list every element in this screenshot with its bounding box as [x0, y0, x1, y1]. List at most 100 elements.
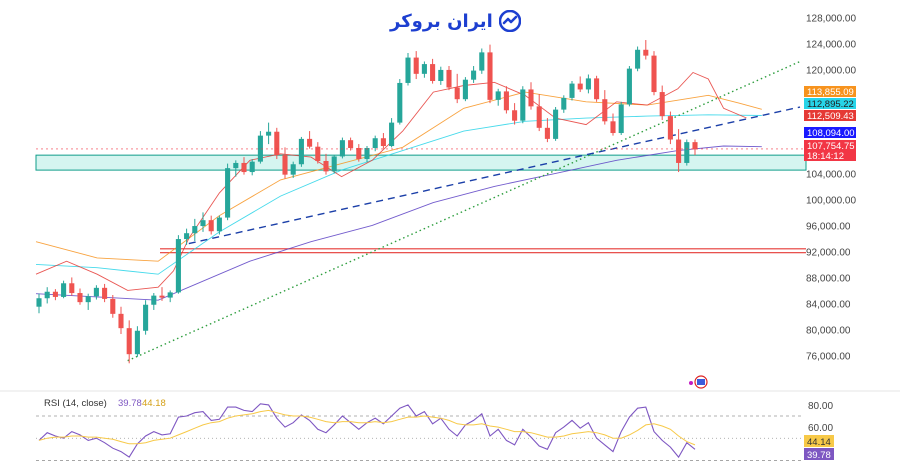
candle-body: [331, 156, 337, 172]
candle-body: [372, 138, 378, 148]
candle-body: [659, 92, 665, 117]
price-label-text: 108,094.00: [807, 128, 855, 139]
candle-body: [159, 295, 165, 298]
candle-body: [553, 109, 559, 139]
candle-body: [462, 79, 468, 100]
price-axis-tick: 76,000.00: [806, 351, 851, 362]
candle-body: [266, 131, 272, 136]
candle-body: [594, 78, 600, 100]
candle-body: [249, 161, 255, 173]
candle-body: [438, 69, 444, 81]
price-axis-tick: 84,000.00: [806, 299, 851, 310]
candle-body: [175, 239, 181, 293]
candle-body: [487, 52, 493, 100]
candle-body: [126, 328, 132, 355]
candle-body: [577, 83, 583, 90]
candle-body: [561, 97, 567, 110]
price-axis-tick: 128,000.00: [806, 13, 856, 24]
candle-body: [208, 220, 214, 232]
price-label-text: 18:14:12: [807, 151, 844, 162]
moving-average-line: [35, 114, 762, 275]
moving-average-line: [35, 71, 747, 291]
candle-body: [454, 87, 460, 100]
candle-body: [610, 121, 616, 134]
candle-body: [528, 89, 534, 107]
candle-body: [430, 64, 436, 81]
candle-body: [602, 99, 608, 122]
candle-body: [651, 55, 657, 93]
price-axis-tick: 80,000.00: [806, 325, 851, 336]
rsi-last-value-box: [804, 435, 834, 447]
rsi-ma-value: 44.18: [142, 398, 166, 409]
candle-body: [257, 135, 263, 162]
rsi-last-value-text: 39.78: [807, 450, 831, 461]
candle-body: [626, 68, 632, 105]
candle-body: [397, 82, 403, 123]
candle-body: [544, 127, 550, 139]
candle-body: [364, 147, 370, 160]
candle-body: [307, 138, 313, 147]
candle-body: [282, 155, 288, 175]
candle-body: [380, 138, 386, 147]
candle-body: [323, 160, 329, 172]
candle-body: [512, 110, 518, 121]
trend-arrow-icon: [498, 10, 521, 32]
candle-body: [635, 49, 641, 69]
candle-body: [118, 313, 124, 329]
brand-name: ایران بروکر: [390, 10, 493, 32]
candle-body: [479, 52, 485, 71]
rsi-last-value-box: [804, 448, 834, 460]
brand-logo: ایران بروکر: [390, 10, 521, 32]
price-axis-tick: 124,000.00: [806, 39, 856, 50]
price-label-text: 113,855.09: [807, 87, 854, 98]
candle-body: [36, 298, 42, 307]
moving-average-line: [35, 91, 762, 262]
candle-body: [405, 57, 411, 83]
price-label-text: 107,754.75: [807, 141, 855, 152]
price-label-box: [804, 98, 856, 109]
candle-body: [216, 217, 222, 232]
rsi-title: RSI (14, close): [44, 398, 107, 409]
price-label-text: 112,895.22: [807, 99, 854, 110]
price-axis-tick: 92,000.00: [806, 247, 851, 258]
trendline-dashed: [188, 106, 801, 245]
rsi-series-line: [38, 403, 696, 459]
candle-body: [241, 162, 247, 173]
candle-body: [274, 131, 280, 156]
candle-body: [413, 57, 419, 74]
flag-field: [697, 379, 705, 385]
candle-body: [77, 293, 83, 303]
candle-body: [348, 140, 354, 148]
candle-body: [134, 330, 140, 355]
rsi-value: 39.78: [118, 398, 142, 409]
candle-body: [421, 64, 427, 74]
rsi-last-value-text: 44.14: [807, 437, 831, 448]
candle-body: [102, 287, 108, 299]
support-zone: [35, 154, 807, 171]
candle-body: [225, 168, 231, 218]
candle-body: [143, 304, 149, 331]
candle-body: [69, 283, 75, 294]
candle-body: [536, 106, 542, 128]
candle-body: [52, 291, 58, 297]
candle-body: [643, 49, 649, 56]
candle-body: [298, 138, 304, 165]
candle-body: [167, 292, 173, 298]
candle-body: [184, 233, 190, 240]
rsi-series-line: [38, 409, 696, 446]
price-label-box: [804, 127, 856, 138]
price-axis-tick: 104,000.00: [806, 169, 856, 180]
candle-body: [315, 146, 321, 161]
us-flag-icon: [689, 375, 708, 389]
candle-body: [471, 70, 477, 80]
candle-body: [339, 140, 345, 157]
candle-body: [151, 295, 157, 305]
candle-body: [233, 162, 239, 169]
candle-body: [569, 83, 575, 98]
candle-body: [192, 226, 198, 234]
candle-body: [585, 78, 591, 90]
rsi-axis-tick: 60.00: [808, 423, 833, 434]
candle-body: [692, 142, 698, 150]
